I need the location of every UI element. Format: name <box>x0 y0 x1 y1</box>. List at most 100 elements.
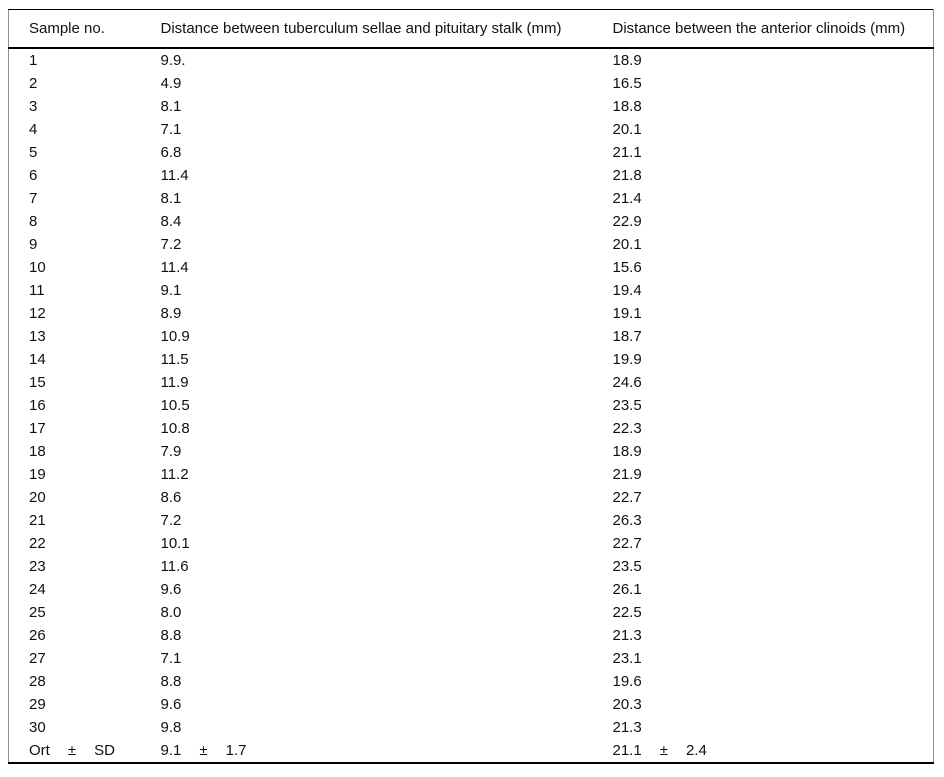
table-cell-clinoids: 22.7 <box>612 489 642 506</box>
table-cell-no: 27 <box>29 650 46 667</box>
table-cell-stalk: 8.4 <box>160 213 182 230</box>
summary-part: 1.7 <box>225 742 247 759</box>
table-cell-stalk: 7.1 <box>160 121 182 138</box>
table-cell-clinoids: 21.3 <box>612 627 642 644</box>
table-cell-clinoids: 24.6 <box>612 374 642 391</box>
table-row: 20 8.6 22.7 <box>9 486 934 509</box>
table-row: 7 8.1 21.4 <box>9 187 934 210</box>
table-cell-clinoids: 22.7 <box>612 535 642 552</box>
table-cell-no: 21 <box>29 512 46 529</box>
table-cell-clinoids: 23.5 <box>612 397 642 414</box>
table-cell-clinoids: 22.9 <box>612 213 642 230</box>
table-row: 14 11.5 19.9 <box>9 348 934 371</box>
table-row: 11 9.1 19.4 <box>9 279 934 302</box>
summary-part: ± <box>67 742 77 759</box>
table-cell-no: 9 <box>29 236 38 253</box>
table-row: 24 9.6 26.1 <box>9 578 934 601</box>
table-cell-clinoids: 15.6 <box>612 259 642 276</box>
table-cell-stalk: 10.5 <box>160 397 190 414</box>
table-row: 27 7.1 23.1 <box>9 647 934 670</box>
table-cell-stalk: 8.1 <box>160 98 182 115</box>
table-cell-no: 28 <box>29 673 46 690</box>
summary-part: 9.1 <box>160 742 182 759</box>
table-cell-stalk: 4.9 <box>160 75 182 92</box>
table-cell-stalk: 8.8 <box>160 627 182 644</box>
table-cell-no: 11 <box>29 282 45 299</box>
table-cell-stalk: 7.2 <box>160 512 182 529</box>
table-cell-stalk: 10.9 <box>160 328 190 345</box>
summary-part: ± <box>199 742 208 759</box>
table-cell-no: 24 <box>29 581 46 598</box>
table-row: 21 7.2 26.3 <box>9 509 934 532</box>
table-cell-no: 6 <box>29 167 38 184</box>
table-cell-stalk: 8.0 <box>160 604 182 621</box>
table-cell-stalk: 9.6 <box>160 696 182 713</box>
table-cell-stalk: 11.6 <box>160 558 189 575</box>
table-cell-stalk: 9.8 <box>160 719 182 736</box>
table-cell-no: 20 <box>29 489 46 506</box>
table-cell-no: 26 <box>29 627 46 644</box>
table-row: 30 9.8 21.3 <box>9 716 934 739</box>
table-cell-clinoids: 22.3 <box>612 420 642 437</box>
table-cell-stalk: 8.8 <box>160 673 182 690</box>
table-row: 26 8.8 21.3 <box>9 624 934 647</box>
table-header-row: Sample no. Distance between tuberculum s… <box>8 9 934 49</box>
table-cell-clinoids: 18.9 <box>612 443 642 460</box>
table-row: 6 11.4 21.8 <box>9 164 934 187</box>
table-cell-clinoids: 26.3 <box>612 512 642 529</box>
table-cell-clinoids: 21.9 <box>612 466 642 483</box>
table-row: 10 11.4 15.6 <box>9 256 934 279</box>
table-cell-no: 5 <box>29 144 38 161</box>
table-cell-stalk: 11.2 <box>160 466 189 483</box>
summary-part: Ort <box>29 742 50 759</box>
table-cell-clinoids: 18.9 <box>612 52 642 69</box>
table-cell-no: 23 <box>29 558 46 575</box>
table-cell-no: 25 <box>29 604 46 621</box>
measurements-table-container: Sample no. Distance between tuberculum s… <box>8 9 934 764</box>
table-cell-clinoids: 21.8 <box>612 167 642 184</box>
table-cell-no: 17 <box>29 420 46 437</box>
table-cell-no: 1 <box>29 52 38 69</box>
summary-cell-clinoids: 21.1 ±2.4 <box>613 739 934 763</box>
table-row: 12 8.9 19.1 <box>9 302 934 325</box>
table-cell-stalk: 7.2 <box>160 236 182 253</box>
summary-cell-stalk: 9.1 ±1.7 <box>161 739 613 763</box>
table-row: 17 10.8 22.3 <box>9 417 934 440</box>
table-cell-stalk: 11.4 <box>160 259 189 276</box>
measurements-table: Sample no. Distance between tuberculum s… <box>8 9 934 764</box>
table-row: 1 9.9. 18.9 <box>9 48 934 72</box>
table-cell-stalk: 8.1 <box>160 190 182 207</box>
summary-part: 21.1 <box>612 742 642 759</box>
table-cell-no: 16 <box>29 397 46 414</box>
table-cell-clinoids: 21.1 <box>612 144 642 161</box>
table-row: 18 7.9 18.9 <box>9 440 934 463</box>
table-row: 28 8.8 19.6 <box>9 670 934 693</box>
table-row: 13 10.9 18.7 <box>9 325 934 348</box>
table-cell-no: 2 <box>29 75 38 92</box>
summary-part: ± <box>659 742 668 759</box>
table-cell-no: 22 <box>29 535 46 552</box>
table-cell-stalk: 7.9 <box>160 443 182 460</box>
table-row: 5 6.8 21.1 <box>9 141 934 164</box>
column-header-clinoids-distance: Distance between the anterior clinoids (… <box>612 9 934 49</box>
table-cell-clinoids: 18.7 <box>612 328 642 345</box>
table-cell-clinoids: 20.1 <box>612 121 642 138</box>
table-cell-clinoids: 19.9 <box>612 351 642 368</box>
column-header-stalk-distance: Distance between tuberculum sellae and p… <box>160 9 613 49</box>
table-cell-no: 7 <box>29 190 38 207</box>
table-row: 4 7.1 20.1 <box>9 118 934 141</box>
table-row: 3 8.1 18.8 <box>9 95 934 118</box>
table-row: 16 10.5 23.5 <box>9 394 934 417</box>
table-cell-stalk: 8.6 <box>160 489 182 506</box>
summary-part: 2.4 <box>685 742 707 759</box>
table-cell-stalk: 6.8 <box>160 144 182 161</box>
table-cell-clinoids: 19.4 <box>612 282 642 299</box>
table-body: 1 9.9. 18.9 2 4.9 16.5 3 8.1 18.8 4 7.1 20.1 5 6.8 21.… <box>9 48 934 763</box>
table-row: 15 11.9 24.6 <box>9 371 934 394</box>
table-cell-stalk: 11.9 <box>160 374 189 391</box>
column-header-sample-no: Sample no. <box>8 9 161 49</box>
table-cell-clinoids: 16.5 <box>612 75 642 92</box>
table-cell-no: 15 <box>29 374 46 391</box>
table-cell-stalk: 11.4 <box>160 167 189 184</box>
table-cell-clinoids: 19.6 <box>612 673 642 690</box>
